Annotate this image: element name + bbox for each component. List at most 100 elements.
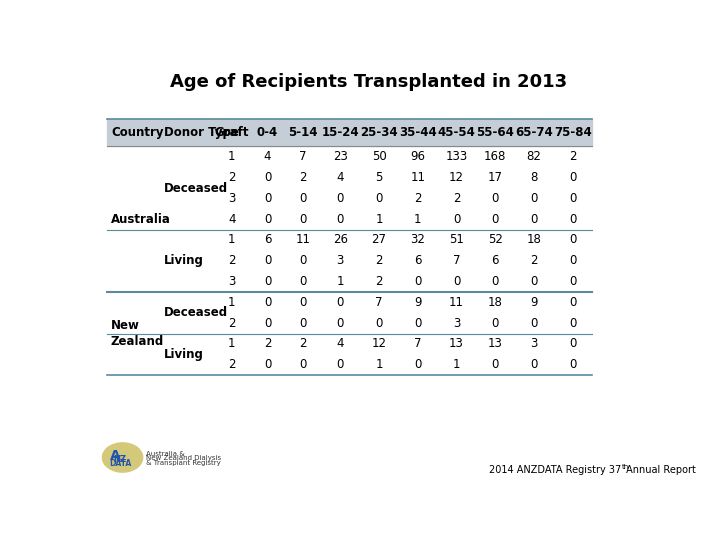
Ellipse shape [102, 443, 143, 472]
Text: 0: 0 [300, 254, 307, 267]
Bar [107, 209, 593, 230]
Text: th: th [621, 464, 629, 470]
Text: 6: 6 [264, 233, 271, 246]
Text: Living: Living [163, 254, 204, 267]
Text: 2: 2 [453, 192, 460, 205]
Text: Living: Living [163, 348, 204, 361]
Text: 3: 3 [228, 275, 235, 288]
Text: 0: 0 [569, 338, 577, 350]
Text: 0: 0 [414, 275, 421, 288]
Text: 4: 4 [264, 150, 271, 163]
Text: 2: 2 [264, 338, 271, 350]
Text: 15-24: 15-24 [322, 126, 359, 139]
Bar [107, 119, 593, 146]
Text: 0: 0 [337, 358, 344, 371]
Bar [107, 313, 593, 334]
Bar [107, 271, 593, 292]
Text: 0: 0 [264, 316, 271, 329]
Bar [107, 188, 593, 209]
Text: 11: 11 [410, 171, 426, 184]
Text: 0: 0 [531, 316, 538, 329]
Text: Australia &: Australia & [145, 451, 184, 457]
Text: 35-44: 35-44 [399, 126, 437, 139]
Text: 1: 1 [375, 358, 383, 371]
Text: 1: 1 [453, 358, 460, 371]
Bar [107, 251, 593, 271]
Text: 0: 0 [569, 275, 577, 288]
Bar [107, 167, 593, 188]
Text: 11: 11 [296, 233, 310, 246]
Text: 0: 0 [492, 275, 499, 288]
Text: 8: 8 [531, 171, 538, 184]
Text: 0: 0 [569, 213, 577, 226]
Text: 65-74: 65-74 [516, 126, 553, 139]
Text: 18: 18 [488, 296, 503, 309]
Text: 2: 2 [531, 254, 538, 267]
Text: 7: 7 [453, 254, 460, 267]
Text: 7: 7 [414, 338, 422, 350]
Text: 75-84: 75-84 [554, 126, 592, 139]
Text: 45-54: 45-54 [438, 126, 475, 139]
Text: 2: 2 [375, 254, 383, 267]
Text: 0: 0 [569, 254, 577, 267]
Text: 51: 51 [449, 233, 464, 246]
Text: 12: 12 [372, 338, 387, 350]
Bar [107, 354, 593, 375]
Text: 3: 3 [228, 192, 235, 205]
Text: 0: 0 [492, 192, 499, 205]
Text: 11: 11 [449, 296, 464, 309]
Text: 133: 133 [446, 150, 468, 163]
Text: 0: 0 [531, 213, 538, 226]
Text: 0: 0 [569, 233, 577, 246]
Text: 0: 0 [492, 358, 499, 371]
Text: 4: 4 [336, 338, 344, 350]
Text: Deceased: Deceased [163, 306, 228, 319]
Text: 7: 7 [375, 296, 383, 309]
Text: A: A [110, 449, 121, 463]
Text: 13: 13 [449, 338, 464, 350]
Text: DATA: DATA [109, 459, 131, 468]
Text: 4: 4 [336, 171, 344, 184]
Text: 2: 2 [228, 171, 235, 184]
Text: 17: 17 [488, 171, 503, 184]
Text: 0: 0 [264, 213, 271, 226]
Text: 3: 3 [337, 254, 344, 267]
Bar [107, 146, 593, 167]
Text: 3: 3 [453, 316, 460, 329]
Text: 0: 0 [531, 192, 538, 205]
Text: 0: 0 [569, 358, 577, 371]
Text: 0: 0 [264, 296, 271, 309]
Text: 0: 0 [264, 358, 271, 371]
Text: 2014 ANZDATA Registry 37: 2014 ANZDATA Registry 37 [490, 465, 621, 475]
Text: 0: 0 [264, 171, 271, 184]
Text: 2: 2 [569, 150, 577, 163]
Text: 5: 5 [375, 171, 383, 184]
Text: 1: 1 [414, 213, 422, 226]
Text: 0: 0 [375, 192, 383, 205]
Text: 0: 0 [453, 275, 460, 288]
Text: 2: 2 [375, 275, 383, 288]
Text: 0: 0 [300, 316, 307, 329]
Text: 25-34: 25-34 [360, 126, 398, 139]
Text: 27: 27 [372, 233, 387, 246]
Text: 6: 6 [492, 254, 499, 267]
Text: 2: 2 [228, 254, 235, 267]
Text: 0: 0 [300, 296, 307, 309]
Text: 55-64: 55-64 [477, 126, 514, 139]
Text: 0: 0 [300, 192, 307, 205]
Bar [107, 334, 593, 354]
Text: 0: 0 [337, 213, 344, 226]
Text: 52: 52 [488, 233, 503, 246]
Text: Deceased: Deceased [163, 181, 228, 194]
Text: 0: 0 [300, 358, 307, 371]
Text: 1: 1 [375, 213, 383, 226]
Text: 0: 0 [569, 296, 577, 309]
Text: 4: 4 [228, 213, 235, 226]
Text: Australia: Australia [111, 213, 171, 226]
Text: 1: 1 [228, 150, 235, 163]
Text: 2: 2 [414, 192, 422, 205]
Bar [107, 230, 593, 251]
Text: 0: 0 [492, 316, 499, 329]
Text: Country: Country [111, 126, 163, 139]
Text: Annual Report: Annual Report [624, 465, 696, 475]
